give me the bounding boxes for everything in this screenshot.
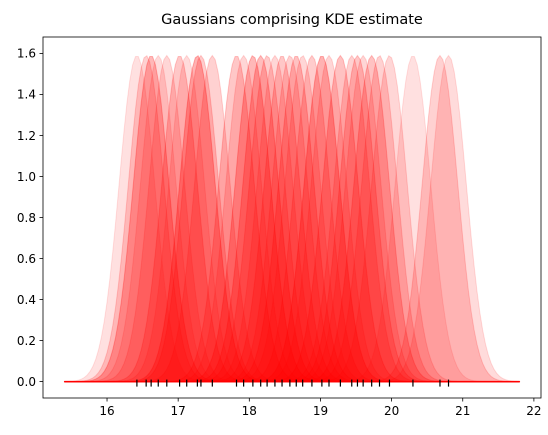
y-tick-label: 0.2: [17, 334, 36, 348]
x-tick-label: 20: [384, 404, 399, 418]
y-tick-label: 1.4: [17, 88, 36, 102]
y-tick-label: 1.6: [17, 47, 36, 61]
kde-kernels: [63, 54, 521, 383]
x-tick-label: 22: [526, 404, 541, 418]
x-tick-label: 18: [242, 404, 257, 418]
rug-ticks: [136, 379, 450, 387]
x-tick-label: 21: [455, 404, 470, 418]
x-tick-label: 19: [313, 404, 328, 418]
y-tick-label: 0.4: [17, 293, 36, 307]
x-tick-label: 17: [171, 404, 186, 418]
y-tick-label: 1.0: [17, 170, 36, 184]
x-axis: 16 17 18 19 20 21 22: [99, 398, 542, 418]
y-tick-label: 0.6: [17, 252, 36, 266]
y-tick-label: 1.2: [17, 129, 36, 143]
y-axis: 0.0 0.2 0.4 0.6 0.8 1.0 1.2 1.4 1.6: [17, 47, 43, 389]
x-tick-label: 16: [99, 404, 114, 418]
y-tick-label: 0.0: [17, 375, 36, 389]
chart-title: Gaussians comprising KDE estimate: [161, 12, 423, 28]
y-tick-label: 0.8: [17, 211, 36, 225]
